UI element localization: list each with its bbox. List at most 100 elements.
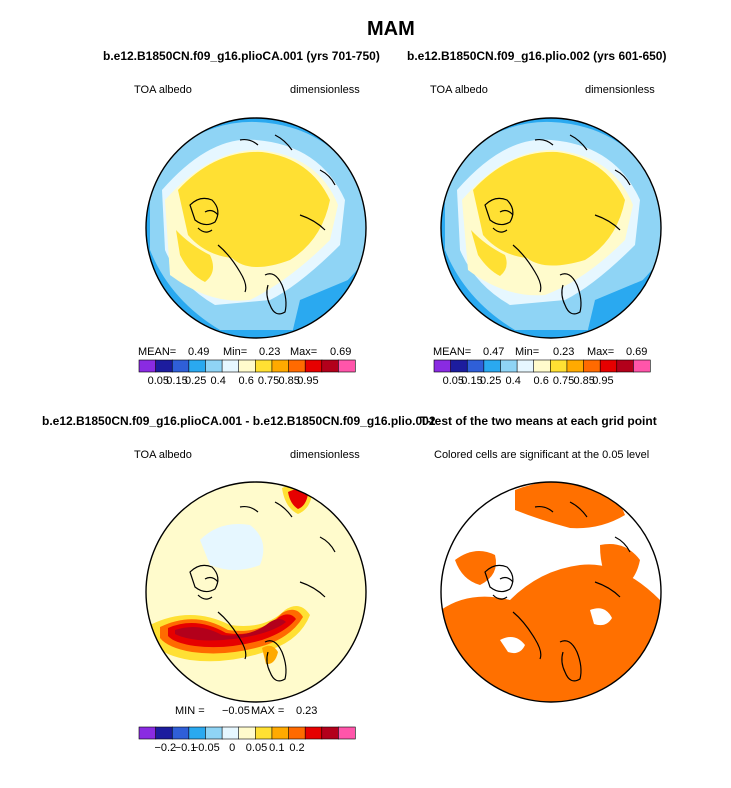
panel1-colorbar-label: 0.25 [185,375,206,387]
panel3-colorbar-label: 0.05 [246,742,267,754]
panel1-map [145,117,367,339]
panel2-coastlines [484,134,631,315]
panel1-colorbar-cell [188,359,207,373]
panel2-yellow-core [473,151,625,266]
panel1-colorbar-cell [304,359,323,373]
panel2-colorbar-label: 0.6 [534,375,549,387]
panel3-colorbar-cell [271,726,290,740]
panel3-map-border [145,481,367,703]
panel2-colorbar-cell [500,359,518,373]
panel2-colorbar-cell [550,359,568,373]
panel2-right-label: dimensionless [585,84,655,96]
panel1-colorbar-cell [238,359,256,373]
panel3-colorbar-cell [338,726,356,740]
panel3-map [145,481,367,703]
panel3-colorbar-cell [205,726,223,740]
panel3-left-label: TOA albedo [134,449,192,461]
panel2-colorbar-cell [516,359,535,373]
panel1-left-label: TOA albedo [134,84,192,96]
panel2-colorbar-label: 0.25 [480,375,501,387]
panel1-title: b.e12.B1850CN.f09_g16.plioCA.001 (yrs 70… [103,49,380,63]
panel1-right-label: dimensionless [290,84,360,96]
panel4-sig-region-east [600,544,640,590]
panel2-colorbar-label: 0.95 [592,375,613,387]
panel4-coastlines [484,501,631,682]
panel2-colorbar-cell [533,359,551,373]
panel3-colorbar-cell [138,726,157,740]
panel1-colorbar-cell [271,359,290,373]
panel1-colorbar-label: 0.75 [258,375,279,387]
panel3-colorbar-cell [155,726,173,740]
panel3-colorbar-cell [288,726,306,740]
panel1-mean-label: MEAN= [138,346,177,358]
panel2-colorbar-cell [433,359,452,373]
panel4-title: T-test of the two means at each grid poi… [420,414,657,428]
panel4-map-border [440,481,662,703]
panel3-colorbar-label: 0 [229,742,235,754]
panel1-colorbar-cell [171,359,190,373]
panel2-colorbar-cell [483,359,502,373]
panel3-colorbar-label: −0.2 [154,742,176,754]
panel2-colorbar-cell [633,359,651,373]
panel4-gap-2 [590,608,612,626]
panel3-coastlines [189,501,336,682]
panel1-colorbar-cell [255,359,273,373]
panel3-cream-field [146,482,366,702]
panel3-pale-patch [200,524,264,570]
panel2-colorbar-cell [583,359,601,373]
panel4-sig-region-main [441,564,661,702]
panel1-colorbar-cell [155,359,173,373]
panel3-colorbar-cell [171,726,190,740]
panel2-yellow-greenland [471,230,507,276]
panel2-map-border [440,117,662,339]
panel3-colorbar-label: 0.1 [269,742,284,754]
panel2-colorbar-cell [599,359,618,373]
panel2-max-value: 0.69 [626,346,648,358]
panel3-max-label: MAX = [251,705,285,717]
panel1-map-border [145,117,367,339]
panel3-min-label: MIN = [175,705,205,717]
panel2-max-label: Max= [587,346,615,358]
panel1-min-value: 0.23 [259,346,281,358]
panel1-colorbar-label: 0.4 [211,375,226,387]
panel2-colorbar-label: 0.4 [506,375,521,387]
panel3-max-value: 0.23 [296,705,318,717]
panel1-coastlines [189,134,336,315]
panel1-colorbar-label: 0.15 [166,375,187,387]
panel2-left-label: TOA albedo [430,84,488,96]
panel2-colorbar-cell [616,359,634,373]
panel2-colorbar-label: 0.15 [461,375,482,387]
panel2-map [440,117,662,339]
panel1-colorbar-cell [288,359,306,373]
panel3-right-label: dimensionless [290,449,360,461]
panel1-max-label: Max= [290,346,318,358]
panel4-gap-1 [500,636,525,654]
panel1-yellow-greenland [176,230,214,282]
panel2-colorbar-label: 0.75 [553,375,574,387]
panel3-hotspot-red [288,489,308,509]
panel1-colorbar-cell [338,359,356,373]
panel2-mean-label: MEAN= [433,346,472,358]
panel3-colorbar-label: −0.05 [192,742,220,754]
panel3-darkred-band [175,619,286,641]
panel1-colorbar-label: 0.95 [297,375,318,387]
panel3-colorbar-cell [321,726,339,740]
panel2-title: b.e12.B1850CN.f09_g16.plio.002 (yrs 601-… [407,49,667,63]
panel3-colorbar-label: −0.1 [175,742,197,754]
panel4-sig-region-west [455,551,496,585]
panel1-colorbar-cell [138,359,157,373]
figure-title: MAM [367,18,415,40]
panel1-colorbar-label: 0.05 [148,375,169,387]
panel2-colorbar-label: 0.05 [443,375,464,387]
panel3-colorbar-cell [304,726,323,740]
panel1-yellow-core [178,151,330,268]
panel1-colorbar-cell [221,359,240,373]
panel1-colorbar-cell [321,359,339,373]
panel3-colorbar-cell [188,726,207,740]
panel2-colorbar-cell [450,359,468,373]
panel2-colorbar-cell [566,359,585,373]
panel1-max-value: 0.69 [330,346,352,358]
panel1-mean-value: 0.49 [188,346,210,358]
panel3-colorbar-cell [221,726,240,740]
